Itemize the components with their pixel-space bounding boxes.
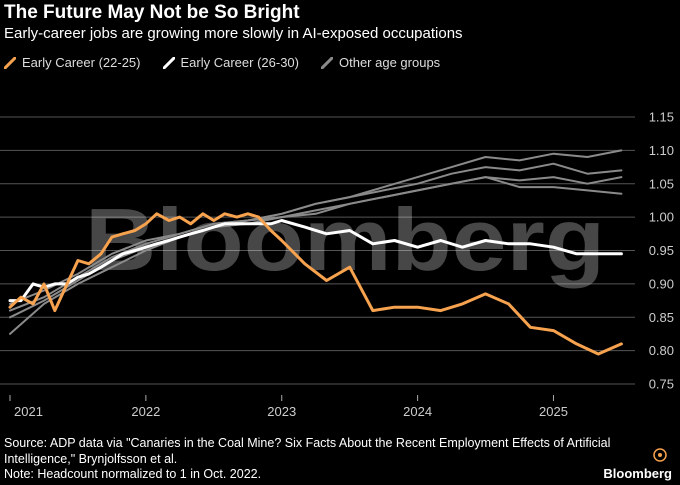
y-tick-label: 1.10 — [649, 143, 674, 158]
x-tick-label: 2025 — [539, 404, 568, 419]
y-tick-label: 1.05 — [649, 176, 674, 191]
chart-subtitle: Early-career jobs are growing more slowl… — [4, 25, 463, 42]
x-axis: 2021 2022 2023 2024 2025 — [9, 395, 568, 419]
y-tick-label: 0.75 — [649, 377, 674, 392]
series-lines — [8, 149, 623, 356]
legend-swatch-white — [162, 56, 175, 69]
y-tick-label: 0.85 — [649, 310, 674, 325]
x-tick-label: 2021 — [14, 404, 43, 419]
bloomberg-logo-icon — [653, 448, 667, 462]
series-line-early-career-26-30 — [8, 219, 623, 303]
legend-label: Other age groups — [339, 55, 441, 70]
footer: Source: ADP data via "Canaries in the Co… — [4, 436, 614, 483]
legend-item-other-age-groups: Other age groups — [321, 55, 440, 70]
legend-swatch-orange — [4, 56, 16, 69]
source-text: Source: ADP data via "Canaries in the Co… — [4, 436, 611, 466]
grid-lines — [0, 116, 635, 385]
y-tick-label: 0.95 — [649, 243, 674, 258]
y-tick-label: 0.80 — [649, 343, 674, 358]
note-text: Note: Headcount normalized to 1 in Oct. … — [4, 467, 262, 481]
y-tick-label: 1.00 — [649, 210, 674, 225]
brand-name: Bloomberg — [603, 466, 672, 481]
x-tick-label: 2022 — [131, 404, 160, 419]
chart-title: The Future May Not be So Bright — [4, 2, 300, 23]
y-tick-label: 0.90 — [649, 276, 674, 291]
series-line-other-age-groups — [9, 162, 623, 312]
legend-item-early-career-26-30: Early Career (26-30) — [162, 55, 300, 70]
legend-label: Early Career (22-25) — [22, 55, 141, 70]
series-line-early-career-22-25 — [8, 212, 623, 356]
chart-legend: Early Career (22-25) Early Career (26-30… — [4, 55, 440, 70]
legend-swatch-gray — [321, 56, 333, 69]
x-tick-label: 2023 — [267, 404, 296, 419]
legend-item-early-career-22-25: Early Career (22-25) — [4, 55, 141, 70]
series-line-other-age-groups — [9, 176, 623, 305]
y-axis: 0.75 0.80 0.85 0.90 0.95 1.00 1.05 1.10 1.15 — [649, 110, 674, 392]
y-tick-label: 1.15 — [649, 110, 674, 125]
x-tick-label: 2024 — [403, 404, 432, 419]
legend-label: Early Career (26-30) — [180, 55, 300, 70]
